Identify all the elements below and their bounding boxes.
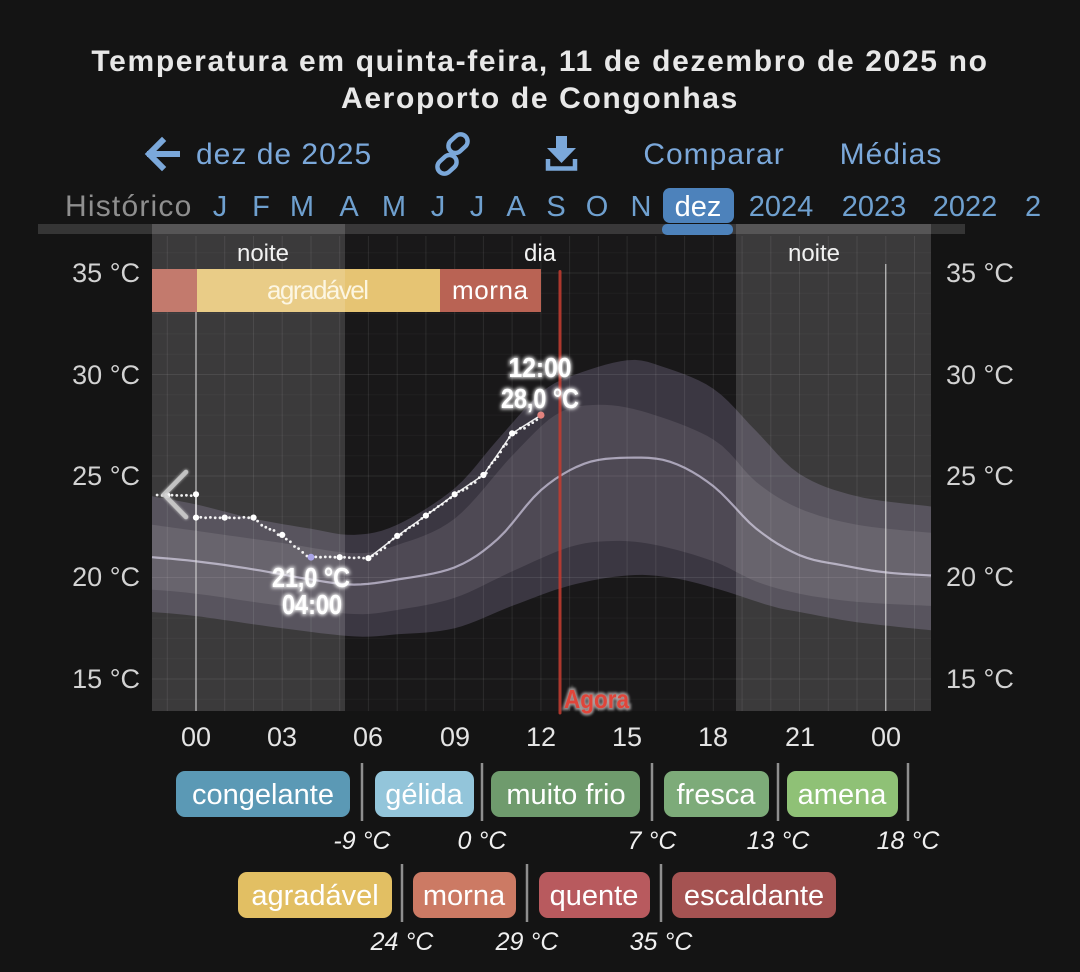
svg-text:A: A (339, 191, 359, 223)
svg-text:09: 09 (440, 722, 470, 752)
svg-text:20 °C: 20 °C (72, 562, 140, 592)
svg-text:06: 06 (353, 722, 383, 752)
svg-text:M: M (382, 191, 406, 223)
svg-text:Temperatura em quinta-feira, 1: Temperatura em quinta-feira, 11 de dezem… (91, 45, 988, 78)
svg-text:25 °C: 25 °C (946, 461, 1014, 491)
svg-text:A: A (506, 191, 526, 223)
svg-text:12: 12 (526, 722, 556, 752)
svg-text:agradável: agradável (251, 880, 378, 912)
svg-text:-9 °C: -9 °C (333, 827, 391, 855)
svg-text:30 °C: 30 °C (72, 360, 140, 390)
svg-text:congelante: congelante (192, 779, 334, 811)
svg-text:amena: amena (798, 779, 888, 811)
svg-text:03: 03 (267, 722, 297, 752)
svg-text:25 °C: 25 °C (72, 461, 140, 491)
svg-text:N: N (631, 191, 652, 223)
svg-text:F: F (252, 191, 270, 223)
svg-text:Aeroporto de Congonhas: Aeroporto de Congonhas (341, 82, 739, 115)
svg-text:Agora: Agora (564, 684, 629, 714)
svg-text:J: J (431, 191, 446, 223)
svg-text:18 °C: 18 °C (877, 827, 941, 855)
svg-text:12:00: 12:00 (509, 352, 572, 383)
svg-text:35 °C: 35 °C (946, 258, 1014, 288)
svg-text:04:00: 04:00 (282, 589, 342, 620)
svg-text:noite: noite (788, 240, 840, 267)
svg-text:gélida: gélida (385, 779, 463, 811)
svg-text:dez: dez (675, 191, 722, 223)
svg-text:M: M (290, 191, 314, 223)
svg-text:30 °C: 30 °C (946, 360, 1014, 390)
svg-text:2024: 2024 (749, 191, 814, 223)
svg-text:dez de 2025: dez de 2025 (196, 138, 372, 171)
svg-text:15 °C: 15 °C (946, 664, 1014, 694)
svg-text:35 °C: 35 °C (72, 258, 140, 288)
svg-text:35 °C: 35 °C (630, 928, 694, 956)
svg-text:quente: quente (550, 880, 639, 912)
svg-text:2023: 2023 (842, 191, 907, 223)
svg-text:15: 15 (612, 722, 642, 752)
svg-text:21,0 °C: 21,0 °C (272, 562, 350, 593)
svg-text:O: O (586, 191, 609, 223)
svg-text:agradável: agradável (267, 275, 369, 305)
svg-text:J: J (470, 191, 485, 223)
svg-text:0 °C: 0 °C (458, 827, 508, 855)
svg-text:2: 2 (1025, 191, 1041, 223)
svg-text:21,0 °C: 21,0 °C (272, 562, 350, 593)
svg-text:fresca: fresca (677, 779, 757, 811)
svg-text:00: 00 (181, 722, 211, 752)
svg-text:12:00: 12:00 (509, 352, 572, 383)
svg-text:Histórico: Histórico (65, 190, 193, 223)
svg-text:S: S (546, 191, 565, 223)
svg-text:13 °C: 13 °C (747, 827, 811, 855)
svg-text:28,0 °C: 28,0 °C (501, 383, 579, 414)
svg-text:J: J (213, 191, 228, 223)
svg-text:20 °C: 20 °C (946, 562, 1014, 592)
svg-text:21: 21 (785, 722, 815, 752)
svg-text:24 °C: 24 °C (370, 928, 435, 956)
svg-text:noite: noite (237, 240, 289, 267)
svg-text:Agora: Agora (564, 684, 629, 714)
svg-text:00: 00 (871, 722, 901, 752)
svg-text:morna: morna (452, 275, 529, 305)
svg-text:muito frio: muito frio (506, 779, 625, 811)
svg-text:dia: dia (524, 240, 557, 267)
svg-text:7 °C: 7 °C (628, 827, 678, 855)
svg-text:morna: morna (423, 880, 506, 912)
svg-text:Comparar: Comparar (643, 138, 784, 171)
svg-text:18: 18 (698, 722, 728, 752)
svg-text:29 °C: 29 °C (495, 928, 560, 956)
svg-text:Médias: Médias (840, 138, 943, 171)
svg-text:2022: 2022 (933, 191, 998, 223)
svg-text:15 °C: 15 °C (72, 664, 140, 694)
svg-text:04:00: 04:00 (282, 589, 342, 620)
svg-text:28,0 °C: 28,0 °C (501, 383, 579, 414)
svg-text:escaldante: escaldante (684, 880, 824, 912)
